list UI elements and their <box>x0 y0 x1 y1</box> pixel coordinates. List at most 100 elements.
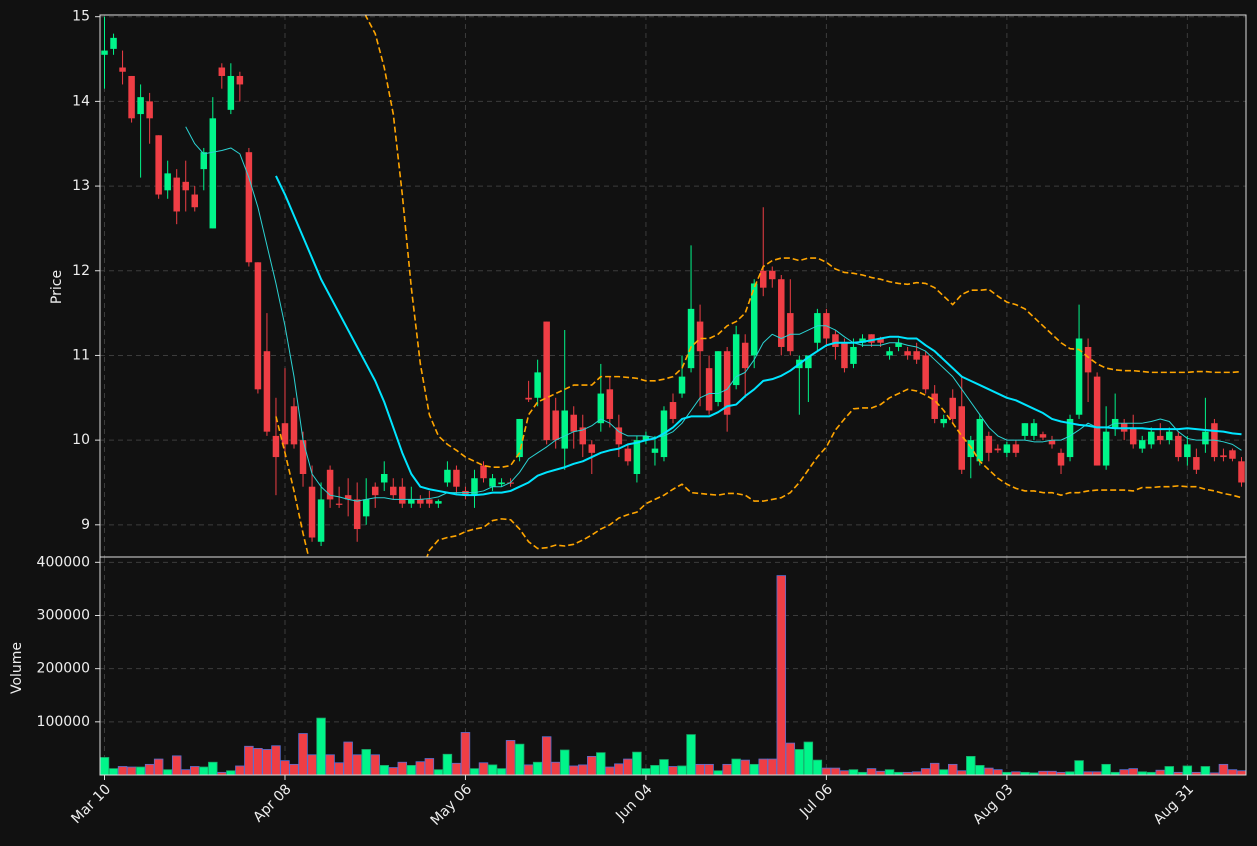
candle-body <box>967 440 975 458</box>
candle-body <box>245 152 253 263</box>
volume-bar <box>884 769 895 776</box>
candle-body <box>236 75 244 85</box>
volume-bar <box>948 763 958 776</box>
candle-body <box>1184 444 1191 458</box>
candle-body <box>1039 434 1047 438</box>
candle-body <box>164 173 171 191</box>
volume-bar <box>1200 766 1211 776</box>
volume-bar <box>668 766 678 776</box>
candle-body <box>805 355 812 369</box>
indicator-line <box>275 175 1242 497</box>
candle-body <box>182 181 189 191</box>
candle-body <box>687 308 695 369</box>
volume-bar <box>587 755 597 776</box>
candle-body <box>669 402 677 419</box>
volume-bar <box>117 766 128 776</box>
candle-body <box>200 152 208 170</box>
volume-bar <box>433 769 444 776</box>
volume-bar <box>984 767 994 776</box>
candle-body <box>859 338 866 343</box>
volume-bar <box>569 765 579 776</box>
candle-body <box>814 313 821 343</box>
volume-bar <box>1155 769 1166 776</box>
candle-body <box>949 397 956 419</box>
candle-body <box>787 313 794 352</box>
candle-body <box>1075 338 1083 415</box>
candle-body <box>471 478 478 496</box>
volume-bar <box>496 768 507 776</box>
volume-bar <box>171 755 182 776</box>
volume-bar <box>830 767 841 776</box>
x-tick-label: Aug 31 <box>1151 781 1197 827</box>
volume-bar <box>632 751 642 776</box>
volume-bar <box>704 763 714 776</box>
volume-bar <box>99 757 110 776</box>
candle-body <box>209 118 217 229</box>
candle-body <box>353 499 361 530</box>
volume-bar <box>415 761 426 776</box>
volume-bar <box>451 762 462 776</box>
candle-body <box>868 334 875 343</box>
candle-body <box>985 435 993 453</box>
candle-body <box>922 355 929 390</box>
volume-bar <box>875 770 886 776</box>
candle-body <box>1003 444 1011 453</box>
volume-bar <box>262 749 272 776</box>
y-tick-label: 100000 <box>37 714 90 730</box>
panel-frame <box>99 14 1247 558</box>
candle-body <box>651 448 659 453</box>
candle-body <box>444 469 451 483</box>
volume-bar <box>244 745 254 776</box>
volume-bar <box>298 733 308 776</box>
y-tick-label: 11 <box>72 347 90 363</box>
volume-bar <box>794 749 805 776</box>
candle-body <box>218 67 226 76</box>
volume-bar <box>749 763 759 776</box>
candle-body <box>1012 444 1020 453</box>
x-tick-label: Jul 06 <box>796 781 836 821</box>
candle-body <box>877 338 884 343</box>
candle-body <box>552 410 559 441</box>
candle-body <box>904 351 911 356</box>
indicator-line <box>185 126 1242 502</box>
candle-body <box>769 270 776 280</box>
candle-body <box>480 465 487 479</box>
price-axis-label: Price <box>49 270 65 304</box>
candle-body <box>886 351 893 356</box>
candle-body <box>1021 423 1029 436</box>
candle-body <box>976 418 984 462</box>
candle-body <box>380 474 388 483</box>
candle-body <box>958 406 966 470</box>
candle-body <box>1129 427 1137 445</box>
candle-body <box>723 351 731 415</box>
candle-body <box>1229 450 1236 459</box>
volume-bar <box>162 769 173 776</box>
candle-body <box>516 418 523 458</box>
candle-body <box>435 501 442 504</box>
volume-bar <box>559 749 570 776</box>
volume-bar <box>514 743 525 776</box>
volume-bar <box>929 762 940 776</box>
candle-body <box>588 444 596 453</box>
candle-body <box>597 393 605 424</box>
volume-axis-label: Volume <box>9 642 25 694</box>
volume-bar <box>541 736 552 776</box>
candle-body <box>1084 346 1092 373</box>
candle-body <box>931 393 938 419</box>
candle-body <box>1238 461 1245 483</box>
volume-bar <box>1047 770 1057 776</box>
volume-bar <box>659 759 669 776</box>
candle-body <box>940 418 947 424</box>
volume-bar <box>126 766 137 776</box>
volume-bar <box>975 765 985 776</box>
volume-bar <box>1236 770 1247 776</box>
volume-bar <box>957 770 967 776</box>
volume-bar <box>966 755 976 776</box>
y-tick-label: 200000 <box>37 661 90 677</box>
candle-body <box>714 351 722 403</box>
volume-bar <box>920 768 931 776</box>
candle-body <box>326 469 334 500</box>
candle-body <box>778 279 785 347</box>
candle-body <box>362 499 370 517</box>
candle-body <box>1193 457 1200 470</box>
